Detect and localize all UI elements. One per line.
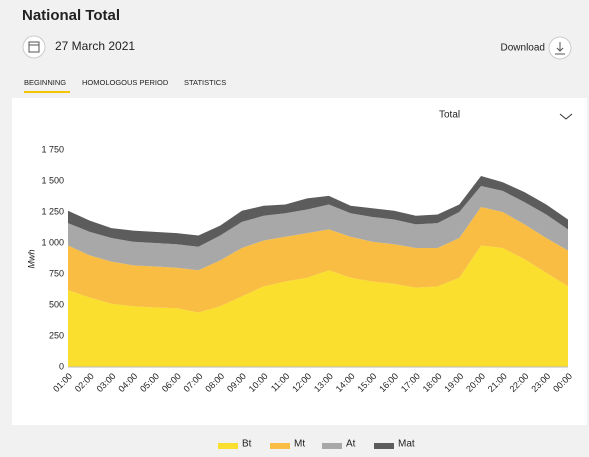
date: 27 March 2021 (55, 39, 135, 53)
y-tick-label: 500 (49, 299, 64, 309)
legend-label: Mat (398, 439, 415, 450)
area (68, 245, 568, 367)
download-button[interactable]: Download (501, 43, 545, 54)
legend-label: Bt (242, 439, 252, 450)
download-icon[interactable] (548, 36, 572, 60)
y-tick-label: 1 750 (41, 144, 64, 154)
area (68, 207, 568, 313)
y-tick-label: 1 000 (41, 237, 64, 247)
tab[interactable]: BEGINNING (24, 78, 66, 87)
area (68, 185, 568, 271)
dropdown-chevron[interactable] (559, 113, 573, 120)
y-tick-label: 1 500 (41, 175, 64, 185)
calendar-icon (22, 35, 46, 59)
tab[interactable]: HOMOLOGOUS PERIOD (82, 78, 169, 87)
y-axis-label: Mwh (26, 249, 36, 268)
y-tick-label: 250 (49, 330, 64, 340)
legend-swatch (322, 443, 342, 449)
y-tick-label: 750 (49, 268, 64, 278)
y-tick-label: 1 250 (41, 206, 64, 216)
legend-swatch (218, 443, 238, 449)
legend-swatch (270, 443, 290, 449)
y-tick-label: 0 (59, 361, 64, 371)
page-title: National Total (22, 7, 120, 24)
dropdown[interactable]: Total (439, 110, 460, 121)
tab-underline (24, 91, 70, 93)
legend-label: At (346, 439, 356, 450)
legend-swatch (374, 443, 394, 449)
tab[interactable]: STATISTICS (184, 78, 226, 87)
legend-label: Mt (294, 439, 305, 450)
